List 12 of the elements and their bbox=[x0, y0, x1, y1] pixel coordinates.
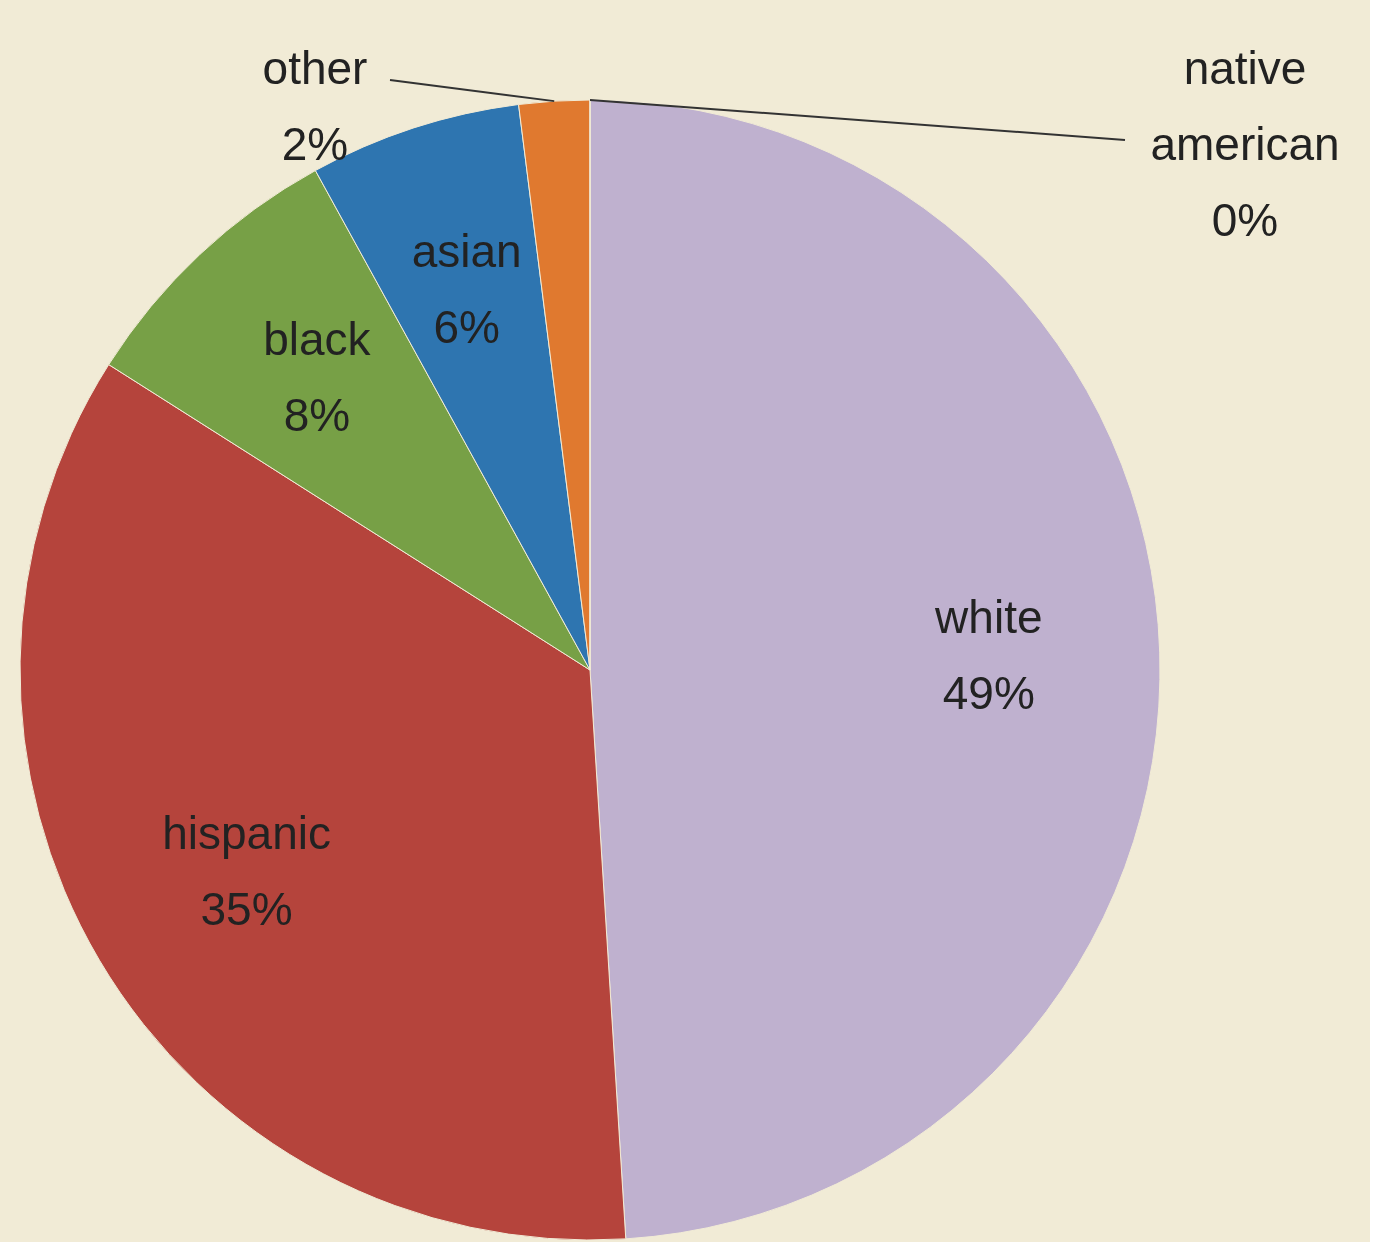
data-label: 2% bbox=[281, 118, 349, 170]
text: 0% bbox=[1211, 194, 1279, 246]
data-label: 6% bbox=[433, 300, 500, 353]
slice-label: other bbox=[262, 42, 368, 94]
slice-label: asian bbox=[411, 224, 522, 277]
category-label: native american bbox=[1150, 42, 1340, 170]
data-label: 8% bbox=[283, 389, 351, 442]
slice-label: hispanic bbox=[162, 807, 331, 860]
slice-label: black bbox=[263, 313, 372, 366]
slice-label: white bbox=[934, 591, 1043, 644]
data-label: 49% bbox=[942, 667, 1035, 720]
data-label: 35% bbox=[200, 883, 293, 936]
